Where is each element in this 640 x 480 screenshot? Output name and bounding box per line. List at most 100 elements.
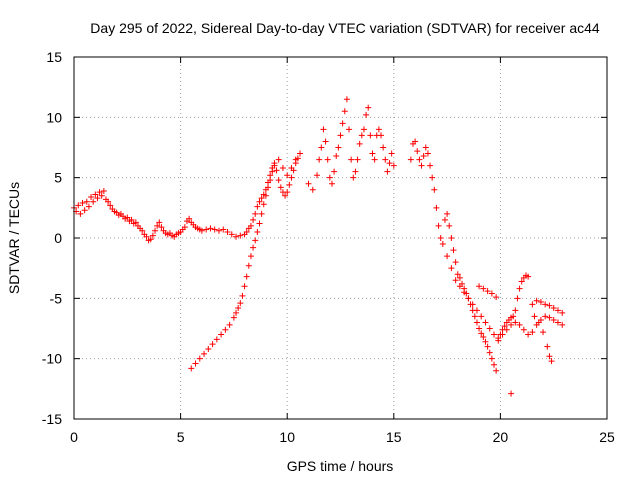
data-point xyxy=(243,228,250,235)
data-point xyxy=(548,358,555,365)
data-point xyxy=(339,120,346,127)
data-point xyxy=(384,168,391,175)
data-point xyxy=(186,215,193,222)
data-point xyxy=(88,193,95,200)
data-point xyxy=(213,336,220,343)
data-point xyxy=(262,192,269,199)
data-point xyxy=(322,138,329,145)
data-point xyxy=(471,313,478,320)
data-point xyxy=(350,174,357,181)
data-point xyxy=(461,289,468,296)
data-point xyxy=(233,233,240,240)
data-point xyxy=(156,219,163,226)
data-point xyxy=(512,319,519,326)
data-point xyxy=(211,226,218,233)
x-tick-label: 5 xyxy=(177,429,185,445)
data-point xyxy=(152,227,159,234)
data-point xyxy=(437,235,444,241)
data-point xyxy=(469,301,476,308)
data-point xyxy=(143,233,150,240)
data-point xyxy=(480,333,487,340)
data-point xyxy=(412,138,419,145)
data-point xyxy=(269,168,276,175)
data-point xyxy=(476,283,483,290)
data-point xyxy=(520,326,527,333)
data-point xyxy=(286,181,293,188)
data-point xyxy=(448,235,455,241)
chart-title: Day 295 of 2022, Sidereal Day-to-day VTE… xyxy=(90,20,600,36)
data-point xyxy=(546,314,553,321)
data-point xyxy=(75,202,82,209)
data-point xyxy=(516,321,523,328)
data-point xyxy=(320,126,327,133)
x-tick-label: 10 xyxy=(279,429,295,445)
data-point xyxy=(478,330,485,337)
data-point xyxy=(337,132,344,139)
data-point xyxy=(512,307,519,314)
data-point xyxy=(452,277,459,284)
data-point xyxy=(465,295,472,302)
data-point xyxy=(279,165,286,172)
data-point xyxy=(388,150,395,157)
data-point xyxy=(158,224,165,231)
data-point xyxy=(491,361,498,368)
y-tick-label: -10 xyxy=(42,351,62,367)
data-point xyxy=(371,156,378,163)
data-point xyxy=(149,232,156,239)
data-point xyxy=(446,222,453,229)
data-point xyxy=(237,300,244,307)
data-point xyxy=(550,304,557,311)
data-point xyxy=(258,195,265,202)
data-point xyxy=(386,160,393,167)
data-point xyxy=(254,203,261,210)
data-point xyxy=(414,148,421,155)
data-point xyxy=(305,180,312,187)
data-point xyxy=(544,343,551,350)
data-point xyxy=(508,321,515,328)
data-point xyxy=(450,247,457,254)
y-tick-label: 10 xyxy=(46,109,62,125)
data-point xyxy=(491,331,498,338)
data-point xyxy=(444,210,451,217)
data-point xyxy=(375,126,382,133)
data-point xyxy=(503,326,510,333)
data-point xyxy=(407,156,414,163)
data-point xyxy=(456,283,463,290)
data-point xyxy=(486,325,493,332)
data-point xyxy=(284,172,291,179)
data-point xyxy=(324,156,331,163)
data-point xyxy=(235,304,242,311)
y-tick-label: 5 xyxy=(54,170,62,186)
data-point xyxy=(277,184,284,191)
data-point xyxy=(296,150,303,157)
data-point xyxy=(478,313,485,320)
data-point xyxy=(452,259,459,266)
data-point xyxy=(265,184,272,191)
data-point xyxy=(365,104,372,111)
data-point xyxy=(203,226,210,233)
plot-frame xyxy=(73,56,608,420)
data-point xyxy=(333,152,340,159)
data-point xyxy=(245,262,252,269)
data-point xyxy=(499,331,506,338)
data-point xyxy=(501,323,508,330)
data-point xyxy=(318,144,325,151)
y-tick-label: -5 xyxy=(50,290,63,306)
data-point xyxy=(429,174,436,181)
data-point xyxy=(105,198,112,205)
data-point xyxy=(224,228,231,235)
data-point xyxy=(241,283,248,290)
data-point xyxy=(314,172,321,179)
data-point xyxy=(250,244,257,251)
data-point xyxy=(488,355,495,362)
data-point xyxy=(201,350,208,357)
data-point xyxy=(252,210,259,217)
data-point xyxy=(256,220,263,227)
data-point xyxy=(473,307,480,314)
data-point xyxy=(444,253,451,260)
x-tick-label: 0 xyxy=(70,429,78,445)
data-point xyxy=(356,140,363,147)
data-point xyxy=(542,313,549,320)
data-point xyxy=(390,162,397,169)
